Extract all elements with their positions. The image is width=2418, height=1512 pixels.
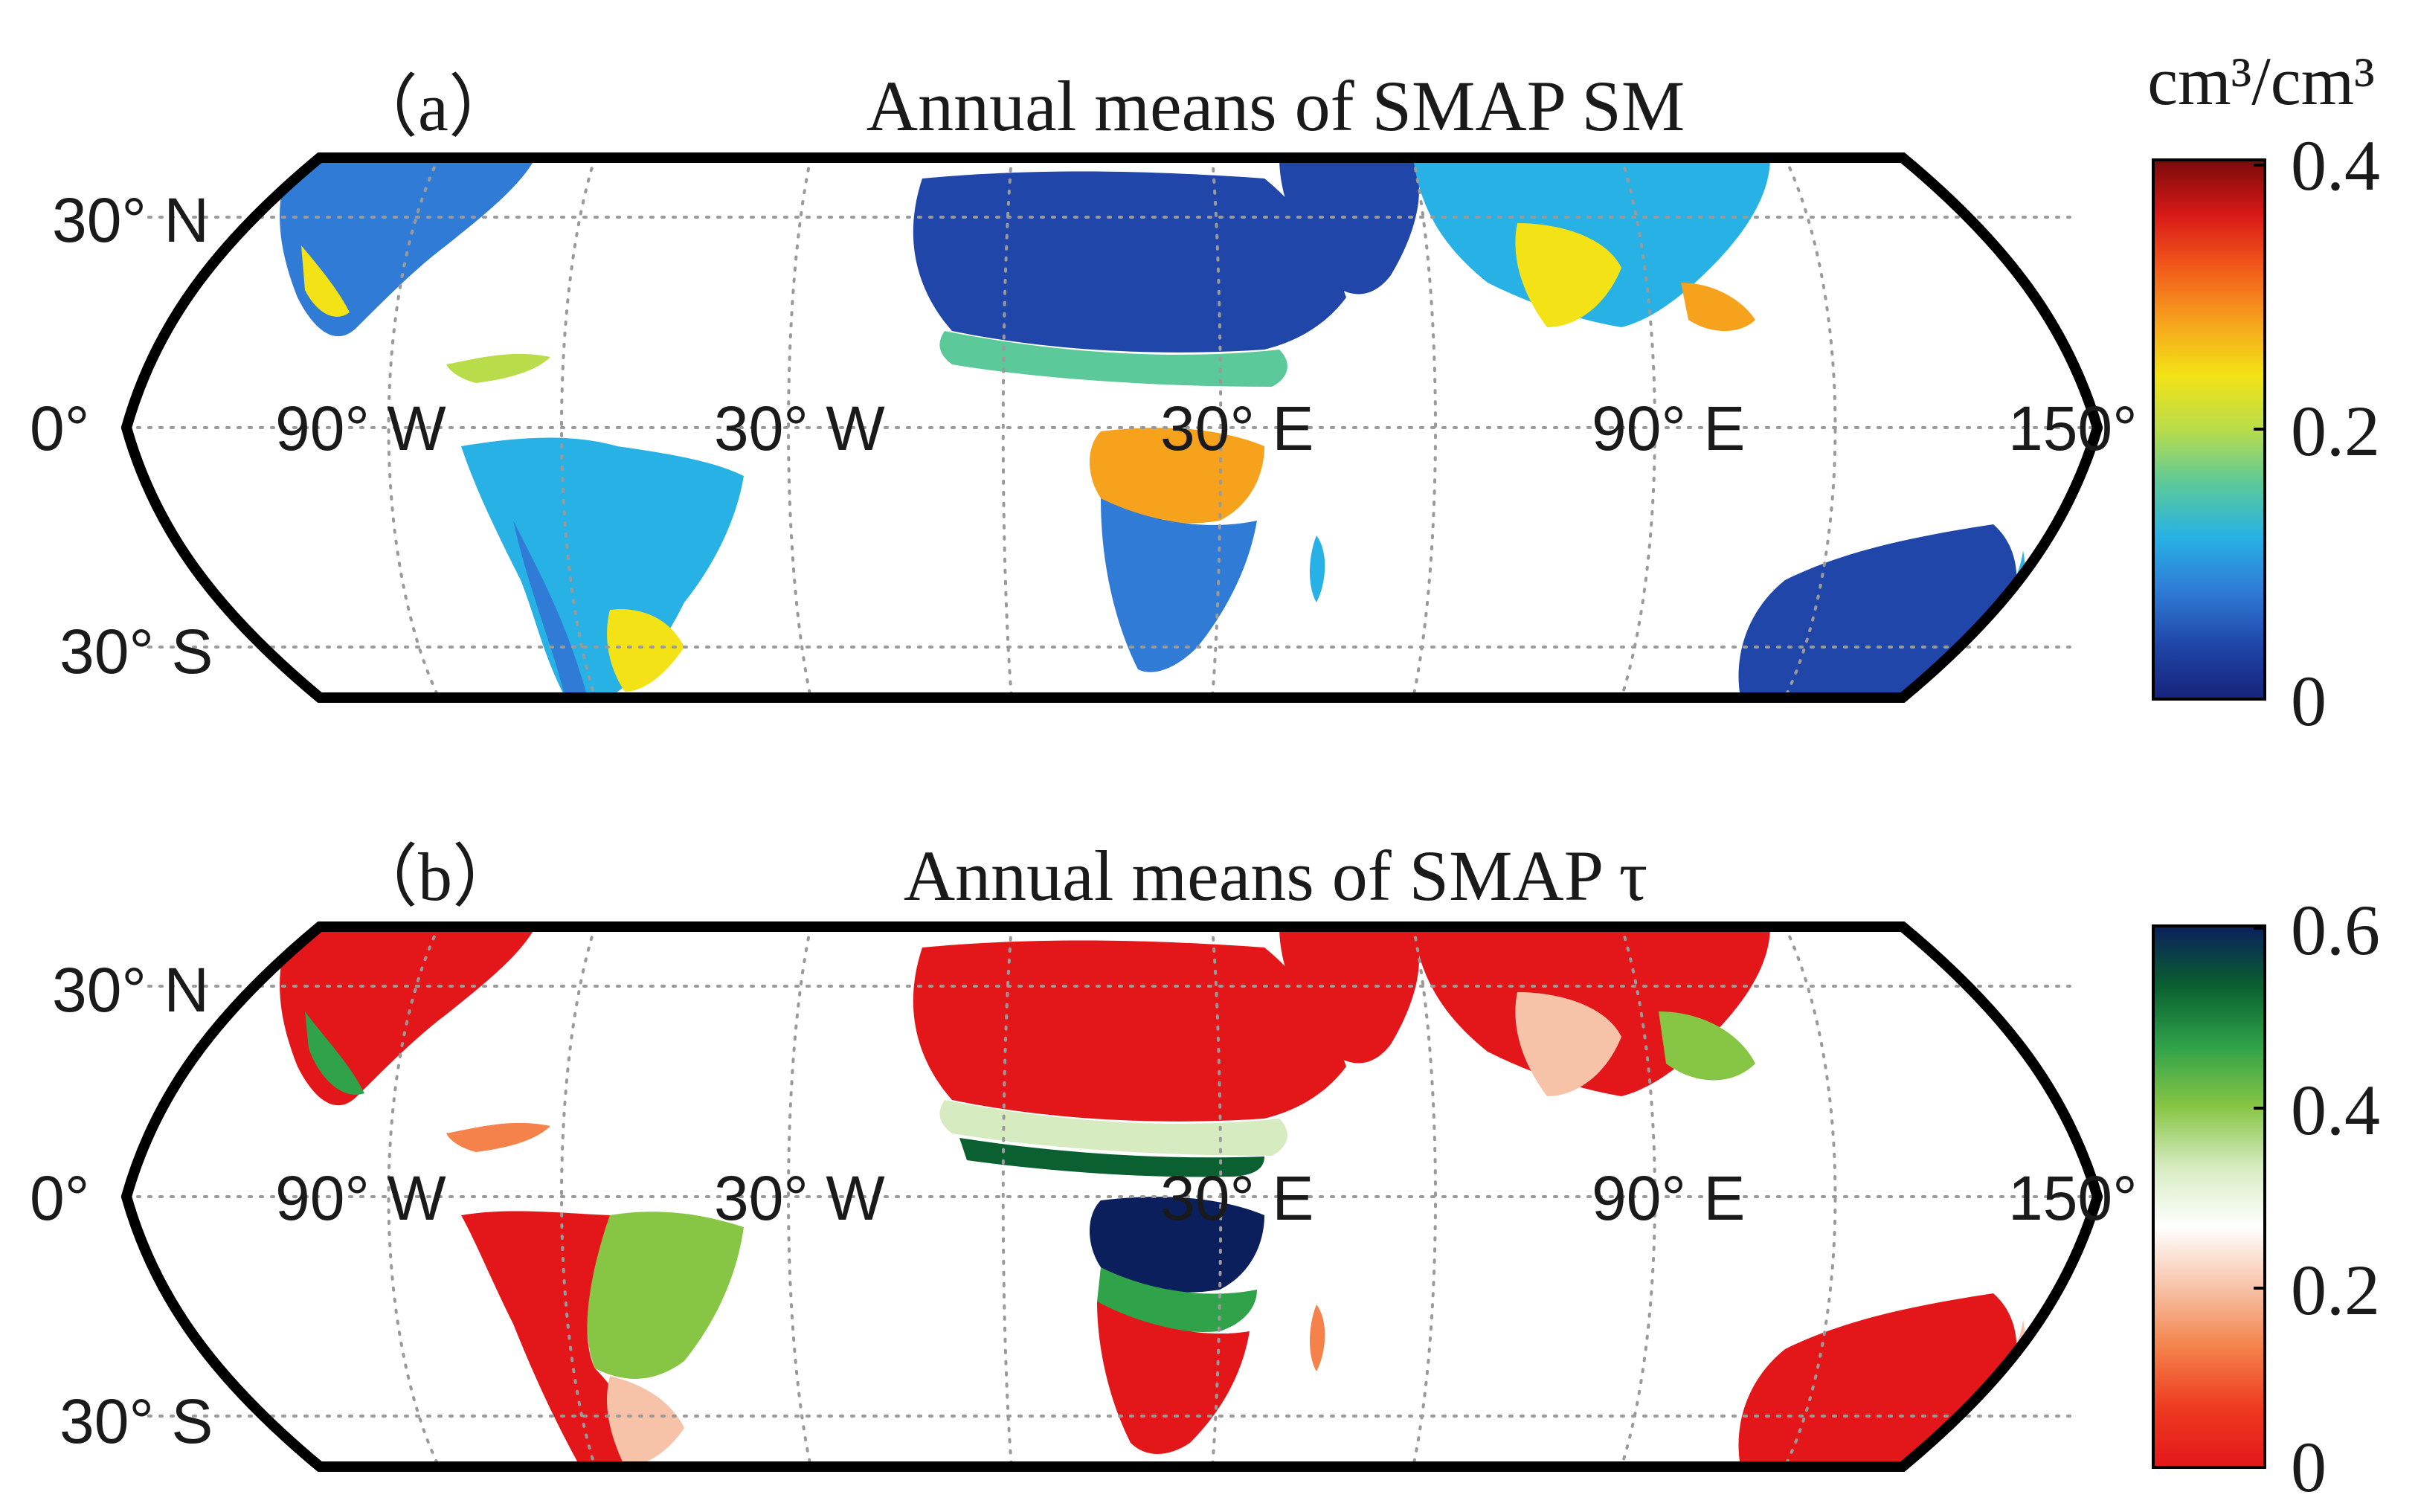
map-b-congo-ring	[1097, 1267, 1257, 1332]
colorbar-b-tick-0: 0	[2291, 1427, 2327, 1507]
colorbar-a-unit: cm³/cm³	[2147, 43, 2375, 119]
map-b-sa-south	[607, 1376, 684, 1467]
grid-lon-90w-b	[560, 925, 597, 1468]
map-b-central-america	[446, 1122, 550, 1152]
lon-label-90e-b: 90° E	[1592, 1163, 1745, 1233]
map-b-arabia	[1279, 927, 1420, 1064]
map-b-sa-west	[461, 1211, 631, 1467]
colorbar-b-tick-04: 0.4	[2291, 1070, 2380, 1150]
grid-lon-90w-a	[560, 156, 597, 699]
grid-lon-60w-a	[787, 156, 812, 699]
map-a-central-america	[446, 353, 550, 383]
colorbar-a	[2153, 160, 2265, 699]
grid-lon-60w-b	[787, 925, 812, 1468]
panel-a: （a） Annual means of SMAP SM	[30, 43, 2380, 741]
lon-label-30w-b: 30° W	[714, 1163, 885, 1233]
grid-lon-120w-a	[387, 156, 440, 699]
map-a-north-america	[280, 158, 536, 337]
colorbar-b-frame	[2152, 924, 2266, 1469]
grid-lon-90e-b	[1620, 925, 1656, 1468]
lon-label-90w-b: 90° W	[275, 1163, 446, 1233]
map-b-se-asia	[1659, 1011, 1755, 1081]
panel-a-label: （a）	[350, 69, 517, 145]
map-a-se-asia	[1681, 283, 1755, 331]
map-b-sahel	[939, 1100, 1287, 1156]
lon-label-30e-b: 30° E	[1160, 1163, 1313, 1233]
map-b-sahara	[913, 940, 1346, 1122]
panel-b-title: Annual means of SMAP τ	[904, 836, 1647, 916]
colorbar-b-tick-02: 0.2	[2291, 1250, 2380, 1330]
map-a-na-wet	[301, 245, 350, 317]
grid-lon-60e-a	[1412, 156, 1437, 699]
map-a-graticule	[125, 156, 2099, 699]
lon-label-30e-a: 30° E	[1160, 393, 1313, 463]
lat-label-30n-a: 30° N	[52, 185, 209, 255]
colorbar-a-tick-top: 0.4	[2291, 126, 2380, 205]
grid-lon-120w-b	[387, 925, 440, 1468]
lat-label-30s-a: 30° S	[60, 617, 213, 686]
lon-label-150-a: 150°	[2008, 393, 2138, 463]
map-a-madagascar	[1310, 535, 1325, 602]
map-b-south-america	[587, 1212, 744, 1379]
lat-label-0-b: 0°	[30, 1163, 89, 1233]
map-a-sa-wet	[607, 609, 684, 692]
lat-label-30n-b: 30° N	[52, 955, 209, 1025]
panel-a-title: Annual means of SMAP SM	[866, 66, 1685, 146]
colorbar-b	[2153, 926, 2265, 1467]
map-a-sa-andes	[513, 521, 588, 698]
lon-label-90e-a: 90° E	[1592, 393, 1745, 463]
map-a-central-africa	[1090, 428, 1264, 524]
grid-lon-30w-b	[1001, 925, 1013, 1468]
map-a-sahara	[913, 171, 1346, 353]
map-b-graticule	[125, 925, 2099, 1468]
panel-b: （b） Annual means of SMAP τ	[30, 836, 2380, 1507]
map-a-land	[280, 158, 2025, 698]
map-b-india	[1515, 992, 1621, 1096]
map-b-border	[120, 921, 2103, 1472]
map-a-sahel	[939, 331, 1287, 387]
lon-label-90w-a: 90° W	[275, 393, 446, 463]
grid-lon-120e-a	[1784, 156, 1837, 699]
lon-label-30w-a: 30° W	[714, 393, 885, 463]
grid-lon-30e-a	[1211, 156, 1223, 699]
colorbar-b-tick-06: 0.6	[2291, 890, 2380, 970]
lat-label-30s-b: 30° S	[60, 1386, 213, 1456]
panel-b-label: （b）	[350, 839, 521, 915]
lat-label-0-a: 0°	[30, 393, 89, 463]
grid-lon-30w-a	[1001, 156, 1013, 699]
map-a-southern-africa	[1101, 498, 1257, 672]
map-b-sahel-dark	[959, 1138, 1264, 1177]
grid-lon-120e-b	[1784, 925, 1837, 1468]
map-b-congo	[1090, 1197, 1264, 1293]
map-a-south-america	[461, 437, 744, 698]
grid-lon-60e-b	[1412, 925, 1437, 1468]
map-a-border	[120, 152, 2103, 703]
map-b-na-green	[305, 1011, 364, 1095]
colorbar-a-tick-mid: 0.2	[2291, 391, 2380, 471]
map-b-madagascar	[1310, 1304, 1325, 1371]
map-b-land	[280, 927, 2025, 1467]
colorbar-a-tick-bottom: 0	[2291, 661, 2327, 741]
map-a-india	[1515, 223, 1621, 327]
grid-lon-90e-a	[1620, 156, 1656, 699]
grid-lon-30e-b	[1211, 925, 1223, 1468]
lon-label-150-b: 150°	[2008, 1163, 2138, 1233]
map-a-arabia	[1279, 158, 1420, 295]
